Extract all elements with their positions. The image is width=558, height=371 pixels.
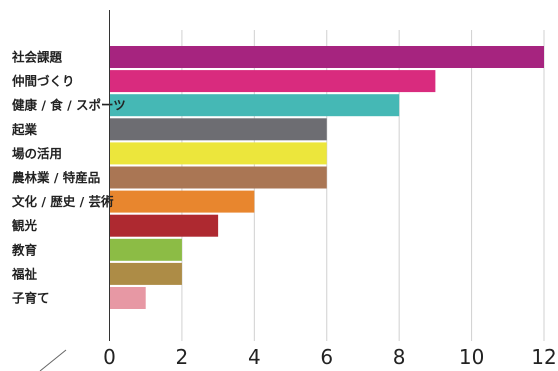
x-tick-label-8: 8 <box>393 345 406 369</box>
x-tick-label-4: 4 <box>248 345 261 369</box>
x-tick-label-0: 0 <box>103 345 116 369</box>
category-label-7: 観光 <box>12 218 38 233</box>
x-tick-label-2: 2 <box>176 345 189 369</box>
bar-4 <box>109 142 327 165</box>
category-label-3: 起業 <box>11 122 38 137</box>
x-tick-label-12: 12 <box>531 345 556 369</box>
bar-2 <box>109 94 400 117</box>
category-label-9: 福祉 <box>11 266 38 281</box>
bars <box>109 46 544 309</box>
bar-1 <box>109 70 436 93</box>
category-label-5: 農林業 / 特産品 <box>12 170 100 185</box>
category-label-8: 教育 <box>11 242 38 257</box>
category-label-1: 仲間づくり <box>12 74 75 89</box>
corner-mark <box>39 349 67 371</box>
tick-labels: 0 2 4 6 8 10 12 <box>103 345 557 369</box>
category-label-0: 社会課題 <box>11 50 63 65</box>
bar-10 <box>109 287 146 309</box>
category-label-2: 健康 / 食 / スポーツ <box>12 98 126 113</box>
x-tick-label-10: 10 <box>459 345 484 369</box>
category-label-6: 文化 / 歴史 / 芸術 <box>12 194 114 209</box>
bar-5 <box>109 166 327 189</box>
category-label-10: 子育て <box>12 291 50 306</box>
bar-7 <box>109 214 219 237</box>
x-tick-label-6: 6 <box>320 345 333 369</box>
bar-8 <box>109 238 182 261</box>
bar-6 <box>109 190 255 213</box>
bar-9 <box>109 262 182 285</box>
category-label-4: 場の活用 <box>12 146 62 161</box>
bar-3 <box>109 118 327 141</box>
bar-0 <box>109 46 544 68</box>
